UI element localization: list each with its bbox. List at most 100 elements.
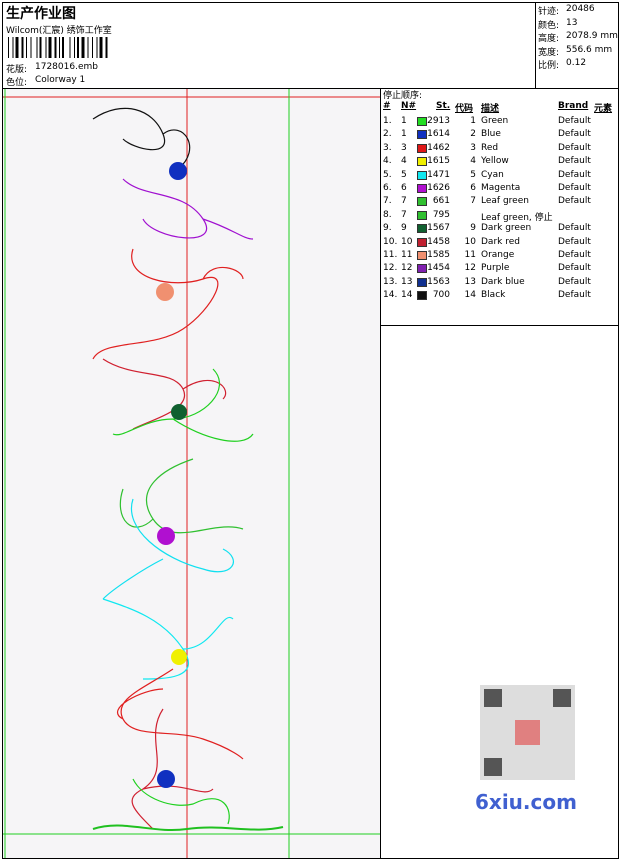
stop-number: 2. — [383, 129, 392, 140]
column-header: 代码 — [455, 104, 474, 114]
stop-number: 14. — [383, 290, 398, 301]
table-title: 停止顺序: — [383, 91, 423, 101]
colorway: Colorway 1 — [35, 75, 86, 85]
description: Leaf green, 停止 — [481, 212, 553, 223]
needle: 1 — [401, 116, 407, 126]
code: 14 — [464, 290, 476, 301]
brand: Default — [558, 129, 591, 140]
info-value: 2078.9 mm — [566, 31, 618, 41]
description: Cyan — [481, 169, 504, 180]
stop-number: 8. — [383, 209, 392, 220]
color-swatch — [417, 184, 427, 193]
color-swatch — [417, 224, 427, 234]
code: 13 — [464, 276, 476, 287]
color-swatch — [417, 264, 427, 274]
color-swatch — [417, 251, 427, 260]
barcode-bar — [69, 37, 71, 58]
brand: Default — [558, 183, 591, 193]
brand: Default — [558, 290, 591, 301]
stitches: 1615 — [427, 156, 450, 167]
needle: 9 — [401, 223, 407, 234]
color-swatch — [417, 237, 427, 247]
code: 1 — [470, 116, 476, 126]
barcode-bar — [36, 37, 38, 58]
column-header: N# — [401, 101, 417, 111]
title: 生产作业图 — [6, 6, 76, 22]
brand: Default — [558, 169, 591, 180]
description: Green — [481, 116, 509, 126]
info-value: 20486 — [566, 4, 595, 14]
design-preview — [3, 89, 380, 858]
info-value: 13 — [566, 17, 578, 28]
qr-watermark — [470, 680, 585, 815]
needle: 12 — [401, 263, 413, 274]
color-swatch — [417, 157, 427, 167]
brand: Default — [558, 156, 591, 167]
info-label: 比例: — [538, 61, 560, 71]
barcode-bar — [77, 37, 79, 58]
flowers — [156, 162, 187, 788]
stitches: 1614 — [427, 129, 450, 140]
code: 2 — [470, 129, 476, 140]
info-value: 0.12 — [566, 58, 587, 68]
description: Dark blue — [481, 276, 525, 287]
stop-table-box — [380, 88, 619, 326]
info-label: 颜色: — [538, 20, 560, 31]
stitches: 1626 — [427, 183, 450, 193]
barcode-bar — [62, 37, 64, 58]
description: Dark green — [481, 223, 532, 234]
color-swatch — [417, 130, 427, 140]
stop-number: 1. — [383, 116, 392, 126]
barcode — [8, 37, 108, 58]
needle: 10 — [401, 236, 413, 247]
needle: 13 — [401, 276, 413, 287]
needle: 11 — [401, 250, 413, 260]
brand: Default — [558, 142, 591, 153]
brand: Default — [558, 236, 591, 247]
colorway-label: 色位: — [6, 78, 28, 88]
needle: 14 — [401, 290, 413, 301]
description: Magenta — [481, 183, 521, 193]
code: 10 — [464, 236, 476, 247]
column-header: Brand — [558, 101, 589, 111]
barcode-bar — [12, 37, 14, 58]
stitches: 795 — [432, 209, 450, 220]
stitches: 661 — [432, 196, 450, 207]
code: 3 — [470, 142, 476, 153]
subtitle: Wilcom(汇宸) 绣饰工作室 — [6, 26, 112, 36]
stop-number: 11. — [383, 250, 398, 260]
column-header: # — [383, 101, 391, 111]
barcode-bar — [8, 37, 9, 58]
vines — [92, 107, 284, 831]
stitches: 1458 — [427, 236, 450, 247]
stitches: 1454 — [427, 263, 450, 274]
needle: 5 — [401, 169, 407, 180]
stitches: 1567 — [427, 223, 450, 234]
color-swatch — [417, 291, 427, 301]
barcode-bar — [74, 37, 75, 58]
code: 12 — [464, 263, 476, 274]
design-label: 花版: — [6, 65, 28, 75]
brand: Default — [558, 276, 591, 287]
stop-number: 10. — [383, 236, 398, 247]
brand: Default — [558, 196, 591, 207]
description: Black — [481, 290, 506, 301]
stitches: 700 — [432, 290, 450, 301]
barcode-bar — [30, 37, 32, 58]
column-header: 描述 — [481, 104, 500, 114]
description: Purple — [481, 263, 510, 274]
watermark-text: 6xiu.com — [475, 790, 577, 814]
barcode-bar — [21, 37, 24, 58]
design-file: 1728016.emb — [35, 62, 98, 72]
stop-number: 13. — [383, 276, 398, 287]
needle: 1 — [401, 129, 407, 140]
barcode-bar — [96, 37, 98, 58]
color-swatch — [417, 170, 427, 180]
stop-number: 9. — [383, 223, 392, 234]
barcode-bar — [45, 37, 47, 58]
color-swatch — [417, 143, 427, 153]
code: 9 — [470, 223, 476, 234]
description: Orange — [481, 250, 515, 260]
stitches: 1563 — [427, 276, 450, 287]
